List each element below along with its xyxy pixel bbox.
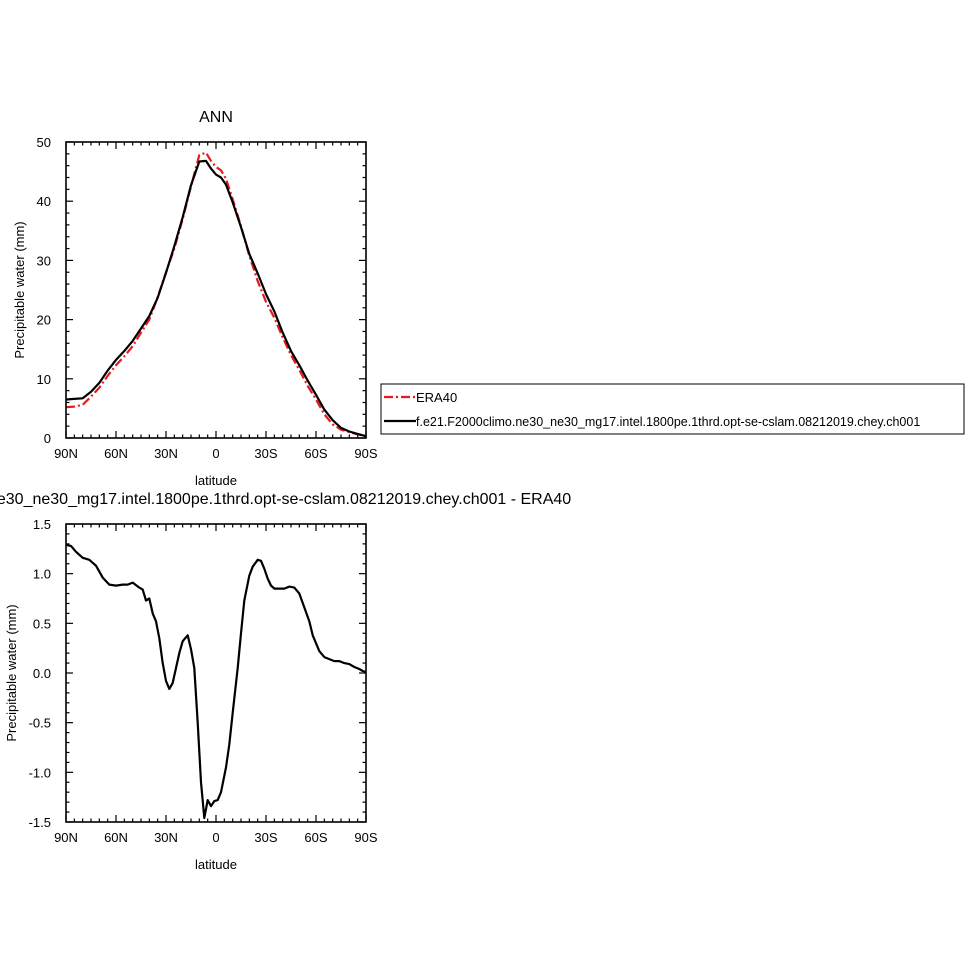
difference-chart-x-tick-label: 60S — [304, 830, 327, 845]
difference-chart-y-tick-label: 1.5 — [33, 517, 51, 532]
legend: ERA40 f.e21.F2000climo.ne30_ne30_mg17.in… — [380, 383, 965, 435]
mean-chart-series-line-0 — [65, 151, 367, 438]
difference-chart-title: f.e21.F2000climo.ne30_ne30_mg17.intel.18… — [0, 491, 571, 508]
difference-chart-y-tick-label: -0.5 — [29, 716, 51, 731]
mean-chart-y-tick-label: 40 — [37, 194, 51, 209]
mean-chart-x-tick-label: 0 — [212, 446, 219, 461]
difference-chart-x-tick-label: 90N — [54, 830, 78, 845]
mean-chart-y-tick-label: 30 — [37, 253, 51, 268]
mean-chart-x-tick-label: 90S — [354, 446, 377, 461]
mean-chart-y-tick-label: 50 — [37, 135, 51, 150]
mean-chart-plot-frame — [65, 141, 367, 439]
mean-chart-x-tick-label: 60N — [104, 446, 128, 461]
mean-chart-title: ANN — [199, 109, 233, 126]
difference-chart-y-tick-label: -1.0 — [29, 765, 51, 780]
difference-chart-lines — [65, 543, 367, 820]
legend-box — [380, 383, 965, 435]
difference-chart-y-tick-label: 0.5 — [33, 616, 51, 631]
mean-chart-series-line-1 — [65, 159, 367, 438]
legend-label-model: f.e21.F2000climo.ne30_ne30_mg17.intel.18… — [416, 415, 920, 429]
difference-chart-x-tick-label: 60N — [104, 830, 128, 845]
difference-chart-x-tick-label: 30S — [254, 830, 277, 845]
difference-chart-panel: f.e21.F2000climo.ne30_ne30_mg17.intel.18… — [0, 491, 571, 872]
mean-chart-ticks: 90N 60N 30N 0 30S 60S 90S 0 10 20 30 40 50 — [37, 135, 378, 461]
difference-chart-x-tick-label: 90S — [354, 830, 377, 845]
mean-chart-panel: ANN Precipitable water (mm) latitude 90N… — [12, 109, 378, 488]
difference-chart-x-axis-label: latitude — [195, 857, 237, 872]
difference-chart-x-tick-label: 30N — [154, 830, 178, 845]
mean-chart-x-tick-label: 60S — [304, 446, 327, 461]
difference-chart-y-axis-label: Precipitable water (mm) — [4, 604, 19, 741]
mean-chart-x-axis-label: latitude — [195, 473, 237, 488]
difference-chart-y-tick-label: 1.0 — [33, 567, 51, 582]
difference-chart-plot-frame — [65, 523, 367, 823]
mean-chart-x-tick-label: 90N — [54, 446, 78, 461]
mean-chart-x-tick-label: 30S — [254, 446, 277, 461]
difference-chart-x-tick-label: 0 — [212, 830, 219, 845]
mean-chart-y-tick-label: 10 — [37, 372, 51, 387]
legend-label-era40: ERA40 — [416, 390, 457, 405]
difference-chart-series-line-0 — [65, 543, 367, 820]
mean-chart-y-axis-label: Precipitable water (mm) — [12, 221, 27, 358]
mean-chart-y-tick-label: 0 — [44, 431, 51, 446]
mean-chart-y-tick-label: 20 — [37, 313, 51, 328]
mean-chart-lines — [65, 151, 367, 438]
difference-chart-y-tick-label: -1.5 — [29, 815, 51, 830]
mean-chart-x-tick-label: 30N — [154, 446, 178, 461]
difference-chart-y-tick-label: 0.0 — [33, 666, 51, 681]
